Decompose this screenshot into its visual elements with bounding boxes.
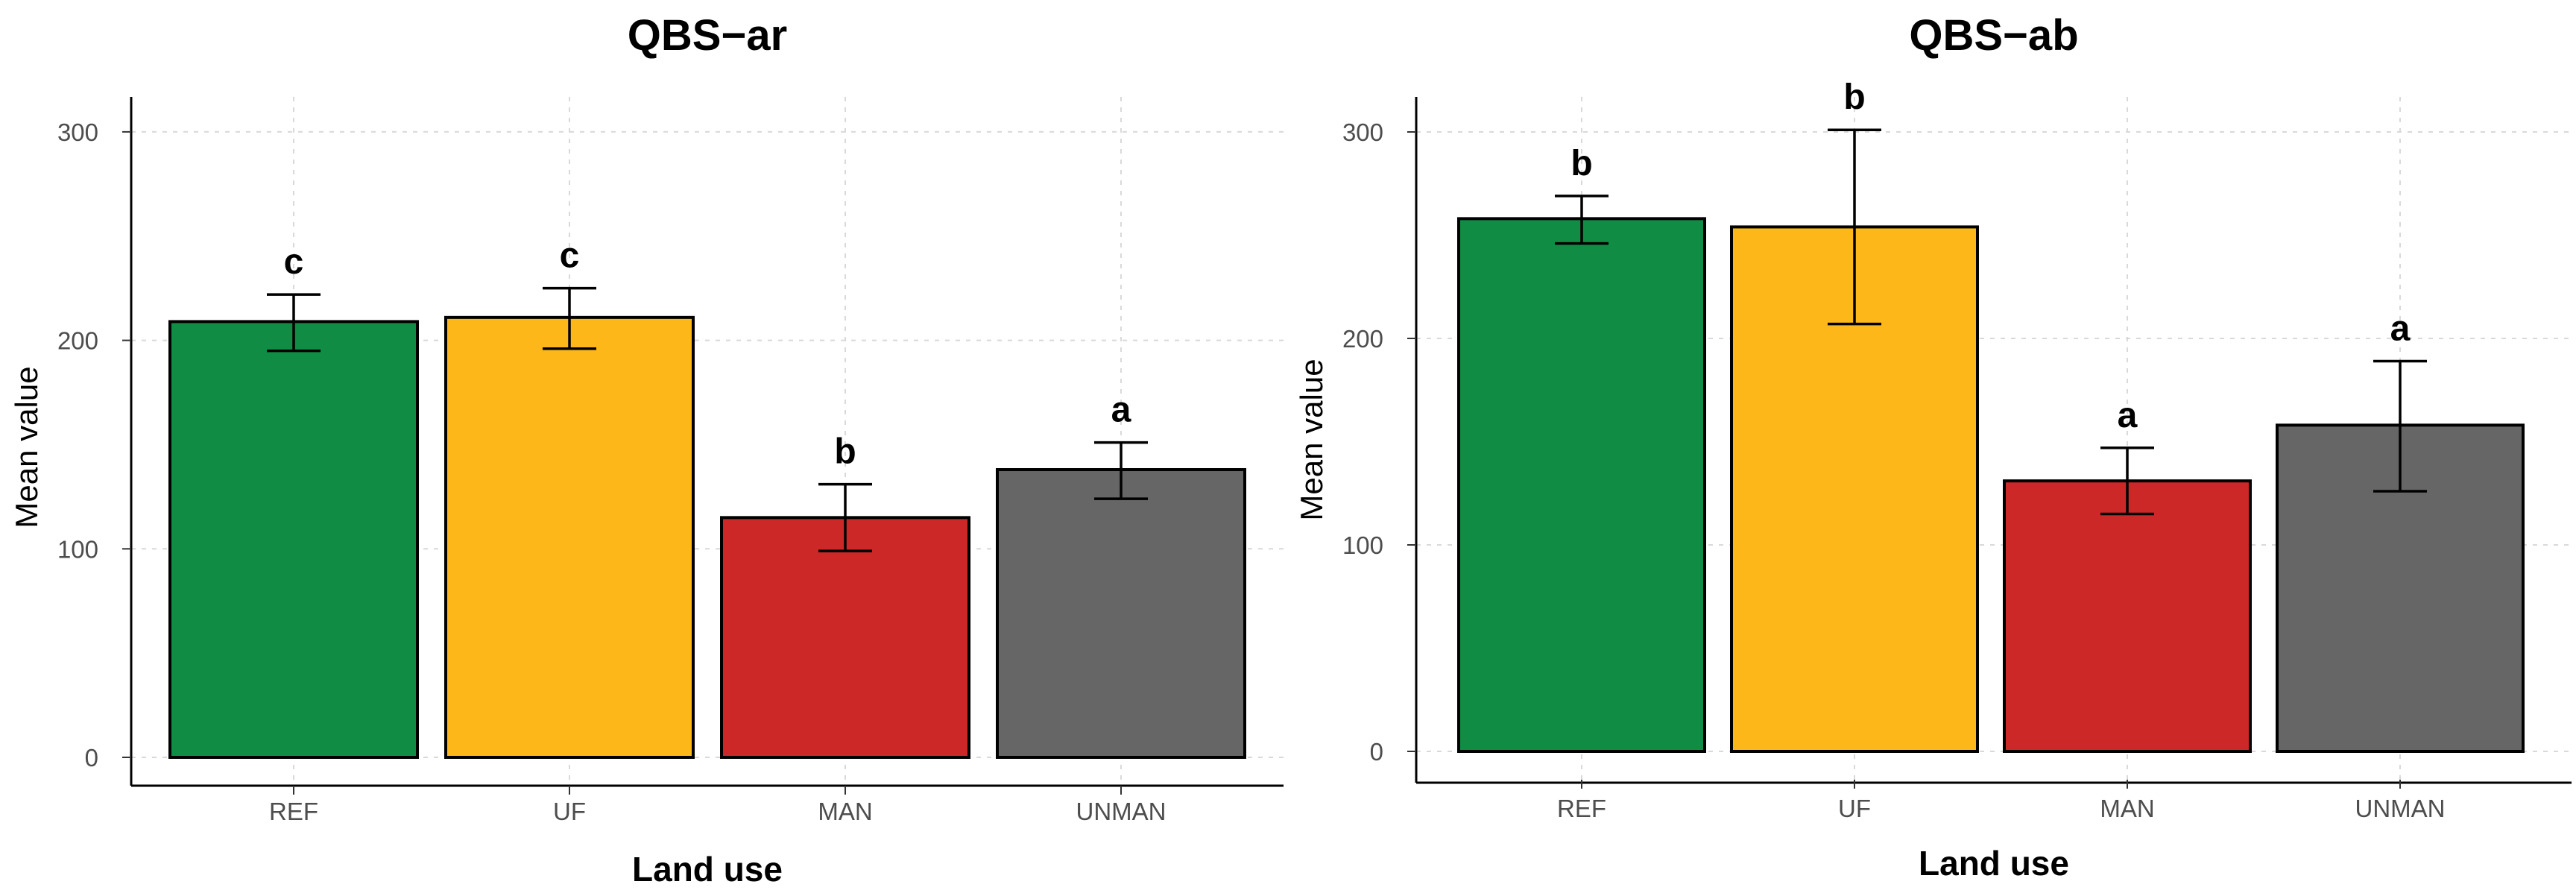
- y-tick-label: 100: [1342, 531, 1383, 559]
- significance-letter-ref: b: [1570, 144, 1592, 183]
- bar-unman: [996, 468, 1246, 759]
- error-bar-ref: [267, 293, 321, 353]
- chart-panel-qbs-ab: 0 100 200 300 b REF b UF a MAN a UNMAN QBS−ab Land …: [1288, 0, 2576, 896]
- y-tick-label: 0: [1370, 738, 1383, 766]
- bar-ref: [168, 320, 419, 759]
- x-tick-label-uf: UF: [553, 798, 586, 825]
- y-tick-label: 300: [57, 119, 98, 146]
- significance-letter-unman: a: [1111, 391, 1131, 430]
- error-bar-unman: [1094, 441, 1148, 500]
- bar-chart-qbs-ab: 0 100 200 300 b REF b UF a MAN a UNMAN QBS−ab Land …: [1294, 11, 2572, 883]
- chart-title: QBS−ar: [628, 11, 787, 60]
- error-bar-uf: [1828, 128, 1881, 326]
- error-bar-uf: [543, 286, 596, 350]
- x-tick-label-ref: REF: [269, 798, 318, 825]
- significance-letter-man: b: [834, 432, 856, 472]
- bar-chart-qbs-ar: 0 100 200 300 c REF c UF b MAN a UNMAN QBS−ar Land …: [9, 11, 1284, 889]
- y-tick-label: 200: [57, 327, 98, 355]
- y-tick-label: 200: [1342, 325, 1383, 353]
- x-axis-title: Land use: [632, 850, 783, 889]
- x-tick-label-man: MAN: [2100, 795, 2154, 822]
- chart-title: QBS−ab: [1909, 11, 2078, 60]
- significance-letter-ref: c: [284, 242, 304, 282]
- significance-letter-uf: b: [1843, 78, 1865, 117]
- x-tick-label-unman: UNMAN: [1076, 798, 1167, 825]
- y-tick-label: 0: [85, 744, 98, 772]
- x-tick-label-ref: REF: [1557, 795, 1606, 822]
- x-tick-label-uf: UF: [1838, 795, 1871, 822]
- bar-man: [720, 516, 970, 759]
- y-axis-title: Mean value: [1294, 359, 1329, 520]
- x-tick-label-man: MAN: [818, 798, 872, 825]
- chart-panel-qbs-ar: 0 100 200 300 c REF c UF b MAN a UNMAN QBS−ar Land …: [9, 11, 1284, 889]
- error-bar-unman: [2373, 359, 2427, 493]
- bar-man: [2003, 479, 2252, 753]
- error-bar-ref: [1555, 195, 1609, 245]
- x-axis-title: Land use: [1919, 844, 2069, 883]
- y-tick-label: 300: [1342, 119, 1383, 146]
- significance-letter-man: a: [2118, 396, 2138, 435]
- error-bar-man: [818, 482, 872, 552]
- y-axis-title: Mean value: [9, 366, 44, 528]
- significance-letter-uf: c: [560, 236, 580, 276]
- y-tick-label: 100: [57, 535, 98, 563]
- significance-letter-unman: a: [2390, 309, 2411, 348]
- bar-ref: [1457, 217, 1706, 753]
- bar-uf: [444, 315, 695, 759]
- x-tick-label-unman: UNMAN: [2355, 795, 2446, 822]
- error-bar-man: [2100, 447, 2154, 516]
